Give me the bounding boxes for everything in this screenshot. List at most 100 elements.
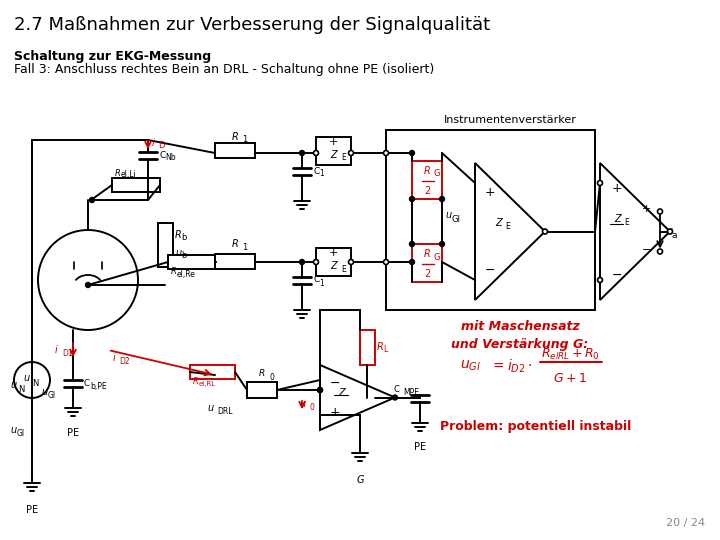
Text: i: i [113,353,116,363]
Text: $= i_{D2} \cdot$: $= i_{D2} \cdot$ [490,357,533,375]
Circle shape [384,151,389,156]
Text: a: a [672,231,678,240]
Circle shape [348,151,354,156]
Text: i: i [152,138,155,148]
Circle shape [410,151,415,156]
Text: u: u [10,380,16,390]
Bar [316,248,351,276]
Text: b,PE: b,PE [90,381,107,390]
Text: Z: Z [615,214,621,225]
Circle shape [657,249,662,254]
Text: 1: 1 [319,279,324,287]
Text: PE: PE [414,442,426,451]
Text: E: E [341,153,346,163]
Text: $R_{elRL} + R_0$: $R_{elRL} + R_0$ [541,347,600,362]
Circle shape [392,395,397,400]
Circle shape [410,260,415,265]
Text: GI: GI [451,214,460,224]
Bar [247,382,277,398]
Text: G: G [433,253,439,261]
Text: $u_{Gl}$: $u_{Gl}$ [460,359,481,373]
Bar [605,210,631,249]
Text: Instrumentenverstärker: Instrumentenverstärker [444,115,577,125]
Text: −: − [330,376,341,389]
Text: u: u [41,387,47,397]
Text: u: u [207,403,213,413]
Circle shape [598,278,603,282]
Text: D: D [158,141,164,151]
Text: +: + [485,186,495,199]
Bar [112,178,160,192]
Bar [485,213,513,251]
Text: 0: 0 [269,373,274,381]
Circle shape [313,260,318,265]
Text: u: u [299,399,305,409]
Text: und Verstärkung G:: und Verstärkung G: [451,338,589,351]
Text: C: C [393,385,399,394]
Text: Problem: potentiell instabil: Problem: potentiell instabil [440,420,631,433]
Circle shape [300,151,305,156]
Text: −: − [485,264,495,276]
Text: L: L [383,346,387,354]
Text: N: N [18,384,24,394]
Text: b: b [181,252,186,260]
Text: PE: PE [67,428,79,438]
Text: i: i [55,345,58,355]
Circle shape [89,198,94,202]
Circle shape [542,229,547,234]
Text: +: + [328,137,338,147]
Bar [412,244,442,282]
Circle shape [318,388,323,393]
Text: Fall 3: Anschluss rechtes Bein an DRL - Schaltung ohne PE (isoliert): Fall 3: Anschluss rechtes Bein an DRL - … [14,63,434,76]
Text: Schaltung zur EKG-Messung: Schaltung zur EKG-Messung [14,50,211,63]
Circle shape [410,241,415,246]
Text: 2.7 Maßnahmen zur Verbesserung der Signalqualität: 2.7 Maßnahmen zur Verbesserung der Signa… [14,16,490,34]
Text: G: G [356,475,364,485]
Text: R: R [423,166,431,176]
Text: Z: Z [338,388,346,397]
Text: +: + [642,205,652,214]
Text: el,Li: el,Li [121,171,137,179]
Text: D1: D1 [62,349,73,359]
Text: G: G [433,170,439,179]
Text: 1: 1 [319,170,324,179]
Text: 0: 0 [309,403,314,413]
Circle shape [657,209,662,214]
Text: mit Maschensatz: mit Maschensatz [461,320,580,333]
Text: $G + 1$: $G + 1$ [553,372,587,384]
Text: C: C [313,275,319,285]
Text: D2: D2 [119,357,130,367]
Text: 2: 2 [424,186,430,196]
Text: R: R [377,342,384,352]
Text: N: N [32,380,38,388]
Bar [412,161,442,199]
Text: 20 / 24: 20 / 24 [666,518,705,528]
Text: C: C [84,379,90,388]
Text: +: + [330,406,341,419]
Text: R: R [232,132,238,142]
Text: R: R [232,239,238,249]
Circle shape [14,362,50,398]
Text: −: − [612,268,623,281]
Bar [386,130,595,310]
Polygon shape [320,365,395,430]
Bar [316,137,351,165]
Text: C: C [159,151,166,159]
Text: +: + [328,248,338,258]
Text: −: − [642,245,652,254]
Text: R: R [115,168,121,178]
Circle shape [38,230,138,330]
Circle shape [318,388,323,393]
Text: 1: 1 [242,242,247,252]
Text: GI: GI [17,429,25,438]
Bar [330,382,355,413]
Text: u: u [445,210,451,220]
Text: +: + [612,181,623,194]
Circle shape [348,260,354,265]
Text: u: u [10,425,16,435]
Circle shape [439,197,444,201]
Text: DRL: DRL [217,408,233,416]
Bar [168,255,216,269]
Text: el,RL: el,RL [199,381,216,387]
Text: Z: Z [495,219,503,228]
